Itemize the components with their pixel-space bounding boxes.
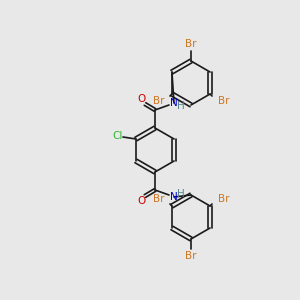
Text: Br: Br	[185, 251, 197, 261]
Text: O: O	[137, 196, 145, 206]
Text: Br: Br	[218, 96, 230, 106]
Text: H: H	[177, 189, 185, 199]
Text: Br: Br	[218, 194, 230, 204]
Text: O: O	[137, 94, 145, 104]
Text: Br: Br	[153, 194, 165, 204]
Text: Br: Br	[185, 39, 197, 49]
Text: Br: Br	[153, 96, 165, 106]
Text: Cl: Cl	[113, 131, 123, 141]
Text: N: N	[170, 98, 178, 108]
Text: H: H	[177, 101, 185, 111]
Text: N: N	[170, 192, 178, 202]
